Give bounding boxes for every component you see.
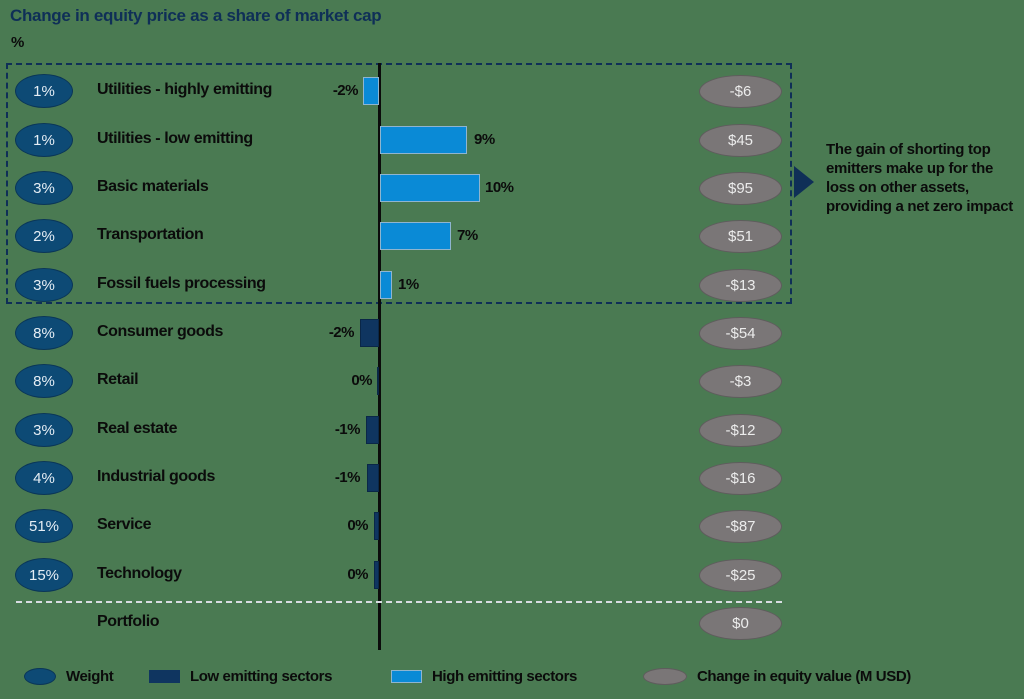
pct-label: -1% <box>334 421 361 438</box>
row-retail: 8% Retail 0% -$3 <box>0 361 1024 401</box>
sector-label: Retail <box>97 371 139 388</box>
legend-item-high: High emitting sectors <box>391 663 577 689</box>
sector-label: Technology <box>97 565 182 582</box>
legend-label: High emitting sectors <box>432 667 577 685</box>
bar-low-emitting <box>374 512 379 540</box>
equity-ellipse: $45 <box>699 124 782 157</box>
pct-label: 7% <box>457 227 478 244</box>
pct-label: 0% <box>347 566 368 583</box>
weight-ellipse: 3% <box>15 171 73 205</box>
high-emitting-group-box <box>6 63 792 304</box>
pct-label: -1% <box>334 469 361 486</box>
weight-ellipse: 8% <box>15 316 73 350</box>
row-fossil-fuels-processing: 3% Fossil fuels processing 1% -$13 <box>0 265 1024 305</box>
row-basic-materials: 3% Basic materials 10% $95 <box>0 168 1024 208</box>
legend-label: Change in equity value (M USD) <box>697 667 911 685</box>
sector-label: Consumer goods <box>97 323 223 340</box>
sector-label: Basic materials <box>97 178 209 195</box>
equity-ellipse: -$87 <box>699 510 782 543</box>
weight-ellipse: 8% <box>15 364 73 398</box>
row-service: 51% Service 0% -$87 <box>0 506 1024 546</box>
bar-low-emitting <box>377 367 379 395</box>
row-utilities-highly-emitting: 1% Utilities - highly emitting -2% -$6 <box>0 71 1024 111</box>
pct-label: 9% <box>474 131 495 148</box>
weight-ellipse: 3% <box>15 268 73 302</box>
callout-annotation: The gain of shorting top emitters make u… <box>826 141 1013 215</box>
unit-label: % <box>11 34 25 51</box>
weight-ellipse: 2% <box>15 219 73 253</box>
equity-ellipse: -$54 <box>699 317 782 350</box>
sector-label: Real estate <box>97 420 178 437</box>
bar-low-emitting <box>374 561 379 589</box>
low-emitting-swatch-icon <box>149 669 180 683</box>
row-consumer-goods: 8% Consumer goods -2% -$54 <box>0 313 1024 353</box>
weight-ellipse: 51% <box>15 509 73 543</box>
legend-item-weight: Weight <box>24 663 114 689</box>
weight-ellipse: 4% <box>15 461 73 495</box>
pct-label: 10% <box>485 179 514 196</box>
pct-label: -2% <box>332 82 359 99</box>
bar-low-emitting <box>367 464 379 492</box>
bar-high-emitting <box>380 222 451 250</box>
legend: Weight Low emitting sectors High emittin… <box>0 663 1024 689</box>
equity-ellipse: -$13 <box>699 269 782 302</box>
row-portfolio: Portfolio $0 <box>0 603 1024 643</box>
sector-label: Transportation <box>97 226 204 243</box>
weight-ellipse: 1% <box>15 74 73 108</box>
bar-high-emitting <box>380 174 480 202</box>
chart-title: Change in equity price as a share of mar… <box>10 6 382 25</box>
legend-label: Weight <box>66 667 114 685</box>
row-industrial-goods: 4% Industrial goods -1% -$16 <box>0 458 1024 498</box>
weight-ellipse: 15% <box>15 558 73 592</box>
equity-ellipse: -$16 <box>699 462 782 495</box>
high-emitting-swatch-icon <box>391 669 422 683</box>
weight-ellipse: 3% <box>15 413 73 447</box>
row-technology: 15% Technology 0% -$25 <box>0 555 1024 595</box>
sector-label: Industrial goods <box>97 468 216 485</box>
pct-label: -2% <box>328 324 355 341</box>
equity-ellipse: -$6 <box>699 75 782 108</box>
portfolio-separator <box>16 601 782 603</box>
equity-ellipse: -$3 <box>699 365 782 398</box>
portfolio-label: Portfolio <box>97 613 160 630</box>
equity-ellipse: $51 <box>699 220 782 253</box>
legend-label: Low emitting sectors <box>190 667 333 685</box>
callout-arrow-icon <box>794 166 814 198</box>
weight-swatch-icon <box>24 667 56 685</box>
equity-ellipse: $0 <box>699 607 782 640</box>
pct-label: 0% <box>351 372 372 389</box>
row-transportation: 2% Transportation 7% $51 <box>0 216 1024 256</box>
bar-high-emitting <box>380 126 467 154</box>
weight-ellipse: 1% <box>15 123 73 157</box>
sector-label: Utilities - low emitting <box>97 130 253 147</box>
sector-label: Utilities - highly emitting <box>97 81 272 98</box>
equity-ellipse: -$25 <box>699 559 782 592</box>
bar-low-emitting <box>360 319 379 347</box>
sector-label: Fossil fuels processing <box>97 275 266 292</box>
zero-axis <box>378 63 381 650</box>
equity-ellipse: -$12 <box>699 414 782 447</box>
pct-label: 1% <box>398 276 419 293</box>
bar-high-emitting <box>363 77 379 105</box>
bar-low-emitting <box>366 416 379 444</box>
row-real-estate: 3% Real estate -1% -$12 <box>0 410 1024 450</box>
sector-label: Service <box>97 516 152 533</box>
equity-ellipse: $95 <box>699 172 782 205</box>
equity-swatch-icon <box>643 667 687 685</box>
bar-high-emitting <box>380 271 392 299</box>
legend-item-equity: Change in equity value (M USD) <box>643 663 911 689</box>
legend-item-low: Low emitting sectors <box>149 663 332 689</box>
pct-label: 0% <box>347 517 368 534</box>
row-utilities-low-emitting: 1% Utilities - low emitting 9% $45 <box>0 120 1024 160</box>
